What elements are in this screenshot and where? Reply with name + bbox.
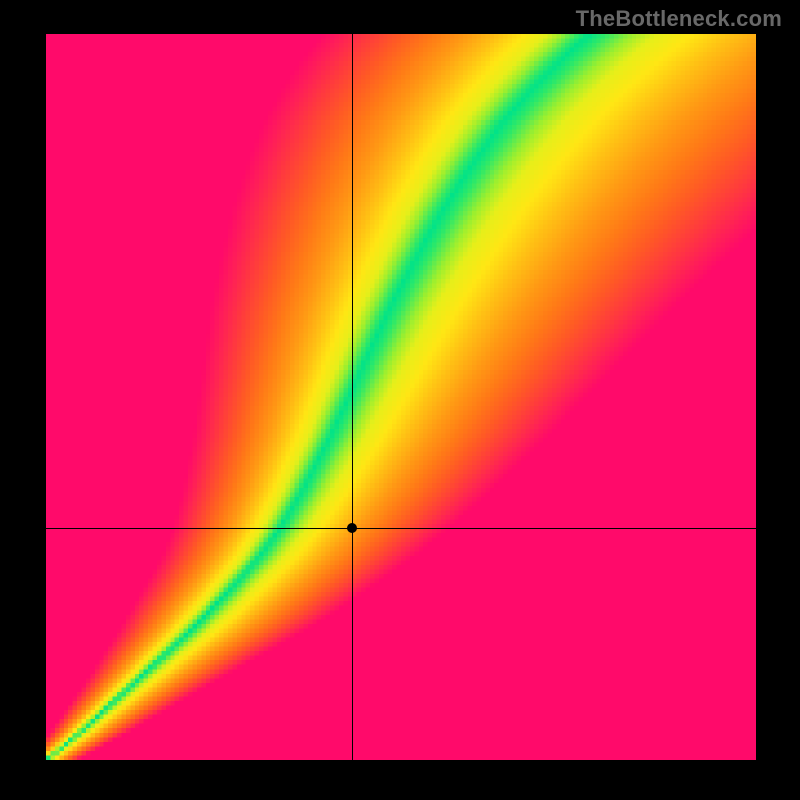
watermark-text: TheBottleneck.com (576, 6, 782, 32)
heatmap-canvas (46, 34, 756, 760)
chart-frame: TheBottleneck.com (0, 0, 800, 800)
heatmap-plot (46, 34, 756, 760)
